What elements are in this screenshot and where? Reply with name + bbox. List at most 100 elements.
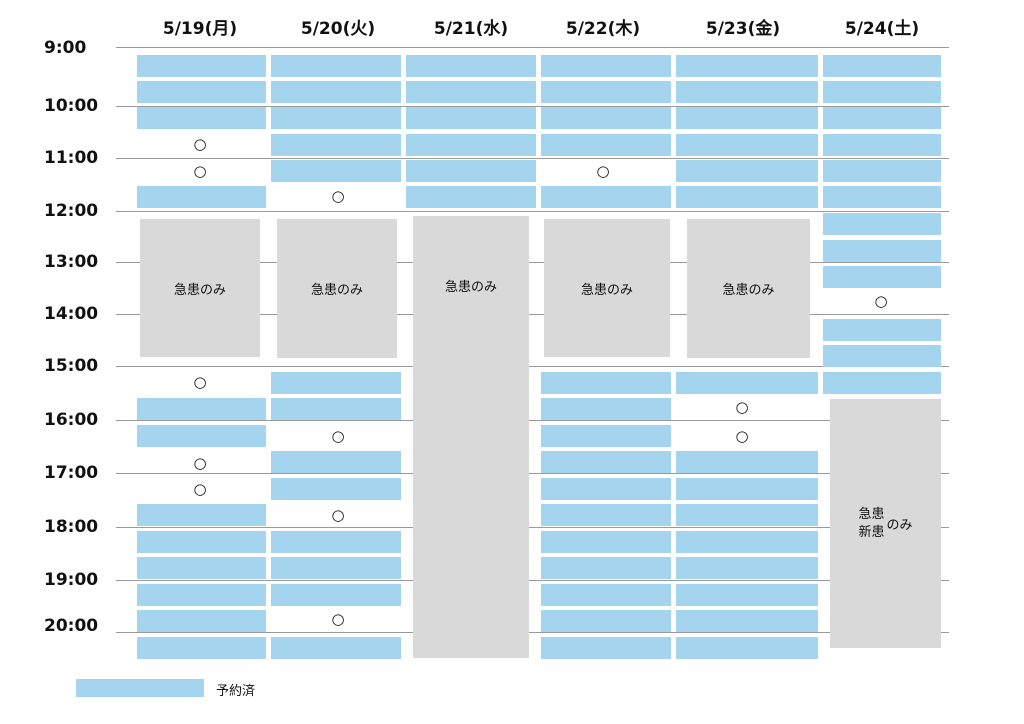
- booked-slot: [137, 81, 266, 103]
- booked-slot: [137, 531, 266, 553]
- booked-slot: [541, 451, 671, 473]
- booked-slot: [541, 584, 671, 606]
- available-slot-mark[interactable]: ○: [193, 162, 207, 180]
- booked-slot: [676, 81, 818, 103]
- booked-slot: [137, 186, 266, 208]
- booked-slot: [676, 134, 818, 156]
- emergency-only-label: 急患のみ: [722, 283, 775, 298]
- booked-slot: [676, 478, 818, 500]
- available-slot-mark[interactable]: ○: [331, 427, 345, 445]
- booked-slot: [823, 134, 941, 156]
- available-slot-mark[interactable]: ○: [193, 373, 207, 391]
- booked-slot: [271, 55, 401, 77]
- booked-slot: [823, 372, 941, 394]
- time-label-1800: 18:00: [44, 517, 99, 537]
- booked-slot: [271, 398, 401, 420]
- booked-slot: [823, 240, 941, 262]
- booked-slot: [406, 55, 536, 77]
- emergency-only-label: 急患のみ: [580, 282, 633, 298]
- time-label-0900: 9:00: [44, 38, 87, 58]
- time-label-2000: 20:00: [44, 616, 99, 636]
- available-slot-mark[interactable]: ○: [331, 187, 345, 205]
- booked-slot: [541, 637, 671, 659]
- booked-slot: [541, 531, 671, 553]
- available-slot-mark[interactable]: ○: [735, 427, 749, 445]
- day-header-mon: 5/19(月): [162, 19, 238, 39]
- booked-slot: [676, 584, 818, 606]
- booked-slot: [271, 107, 401, 129]
- booked-slot: [676, 637, 818, 659]
- booked-slot: [406, 134, 536, 156]
- booked-slot: [541, 557, 671, 579]
- booked-slot: [823, 266, 941, 288]
- legend-booked-swatch: [76, 679, 204, 697]
- booked-slot: [271, 134, 401, 156]
- day-header-sat: 5/24(土): [844, 19, 920, 39]
- emergency-only-block: 急患のみ: [140, 219, 260, 357]
- available-slot-mark[interactable]: ○: [735, 398, 749, 416]
- day-header-tue: 5/20(火): [300, 19, 376, 39]
- emergency-label: 急患: [858, 506, 885, 522]
- available-slot-mark[interactable]: ○: [874, 292, 888, 310]
- booked-slot: [271, 584, 401, 606]
- available-slot-mark[interactable]: ○: [331, 610, 345, 628]
- booked-slot: [406, 107, 536, 129]
- time-label-1000: 10:00: [44, 96, 99, 116]
- grid-line: [116, 314, 949, 315]
- grid-line: [116, 366, 949, 367]
- booked-slot: [137, 398, 266, 420]
- booked-slot: [541, 478, 671, 500]
- booked-slot: [823, 81, 941, 103]
- legend-booked-label: 予約済: [216, 684, 256, 699]
- booked-slot: [541, 425, 671, 447]
- booked-slot: [137, 504, 266, 526]
- time-label-1300: 13:00: [44, 252, 99, 272]
- emergency-only-label: 急患のみ: [310, 283, 363, 298]
- booked-slot: [541, 107, 671, 129]
- grid-line: [116, 632, 949, 633]
- booked-slot: [137, 637, 266, 659]
- available-slot-mark[interactable]: ○: [331, 506, 345, 524]
- booked-slot: [676, 107, 818, 129]
- available-slot-mark[interactable]: ○: [193, 454, 207, 472]
- booked-slot: [541, 55, 671, 77]
- booked-slot: [271, 637, 401, 659]
- available-slot-mark[interactable]: ○: [193, 480, 207, 498]
- booked-slot: [271, 531, 401, 553]
- booked-slot: [271, 557, 401, 579]
- booked-slot: [676, 610, 818, 632]
- grid-line: [116, 158, 949, 159]
- booked-slot: [271, 160, 401, 182]
- available-slot-mark[interactable]: ○: [596, 162, 610, 180]
- booked-slot: [823, 107, 941, 129]
- booked-slot: [137, 557, 266, 579]
- booked-slot: [676, 531, 818, 553]
- grid-line: [116, 580, 949, 581]
- booked-slot: [406, 186, 536, 208]
- available-slot-mark[interactable]: ○: [193, 135, 207, 153]
- time-label-1500: 15:00: [44, 356, 99, 376]
- new-patient-label: 新患: [858, 524, 885, 540]
- booked-slot: [137, 610, 266, 632]
- time-label-1200: 12:00: [44, 201, 99, 221]
- day-header-wed: 5/21(水): [433, 19, 509, 39]
- emergency-only-block: 急患のみ: [413, 216, 529, 658]
- time-label-1900: 19:00: [44, 570, 99, 590]
- grid-line: [116, 527, 949, 528]
- booked-slot: [137, 107, 266, 129]
- time-label-1600: 16:00: [44, 410, 99, 430]
- emergency-only-label: 急患のみ: [444, 280, 497, 295]
- booked-slot: [541, 398, 671, 420]
- grid-line: [116, 106, 949, 107]
- grid-line: [116, 211, 949, 212]
- time-label-1700: 17:00: [44, 463, 99, 483]
- booked-slot: [271, 372, 401, 394]
- booked-slot: [676, 186, 818, 208]
- booked-slot: [823, 319, 941, 341]
- grid-line: [116, 420, 949, 421]
- booked-slot: [823, 160, 941, 182]
- emergency-only-label: 急患のみ: [173, 282, 226, 298]
- booked-slot: [823, 55, 941, 77]
- time-label-1100: 11:00: [44, 148, 99, 168]
- emergency-only-block: 急患のみ: [687, 219, 810, 358]
